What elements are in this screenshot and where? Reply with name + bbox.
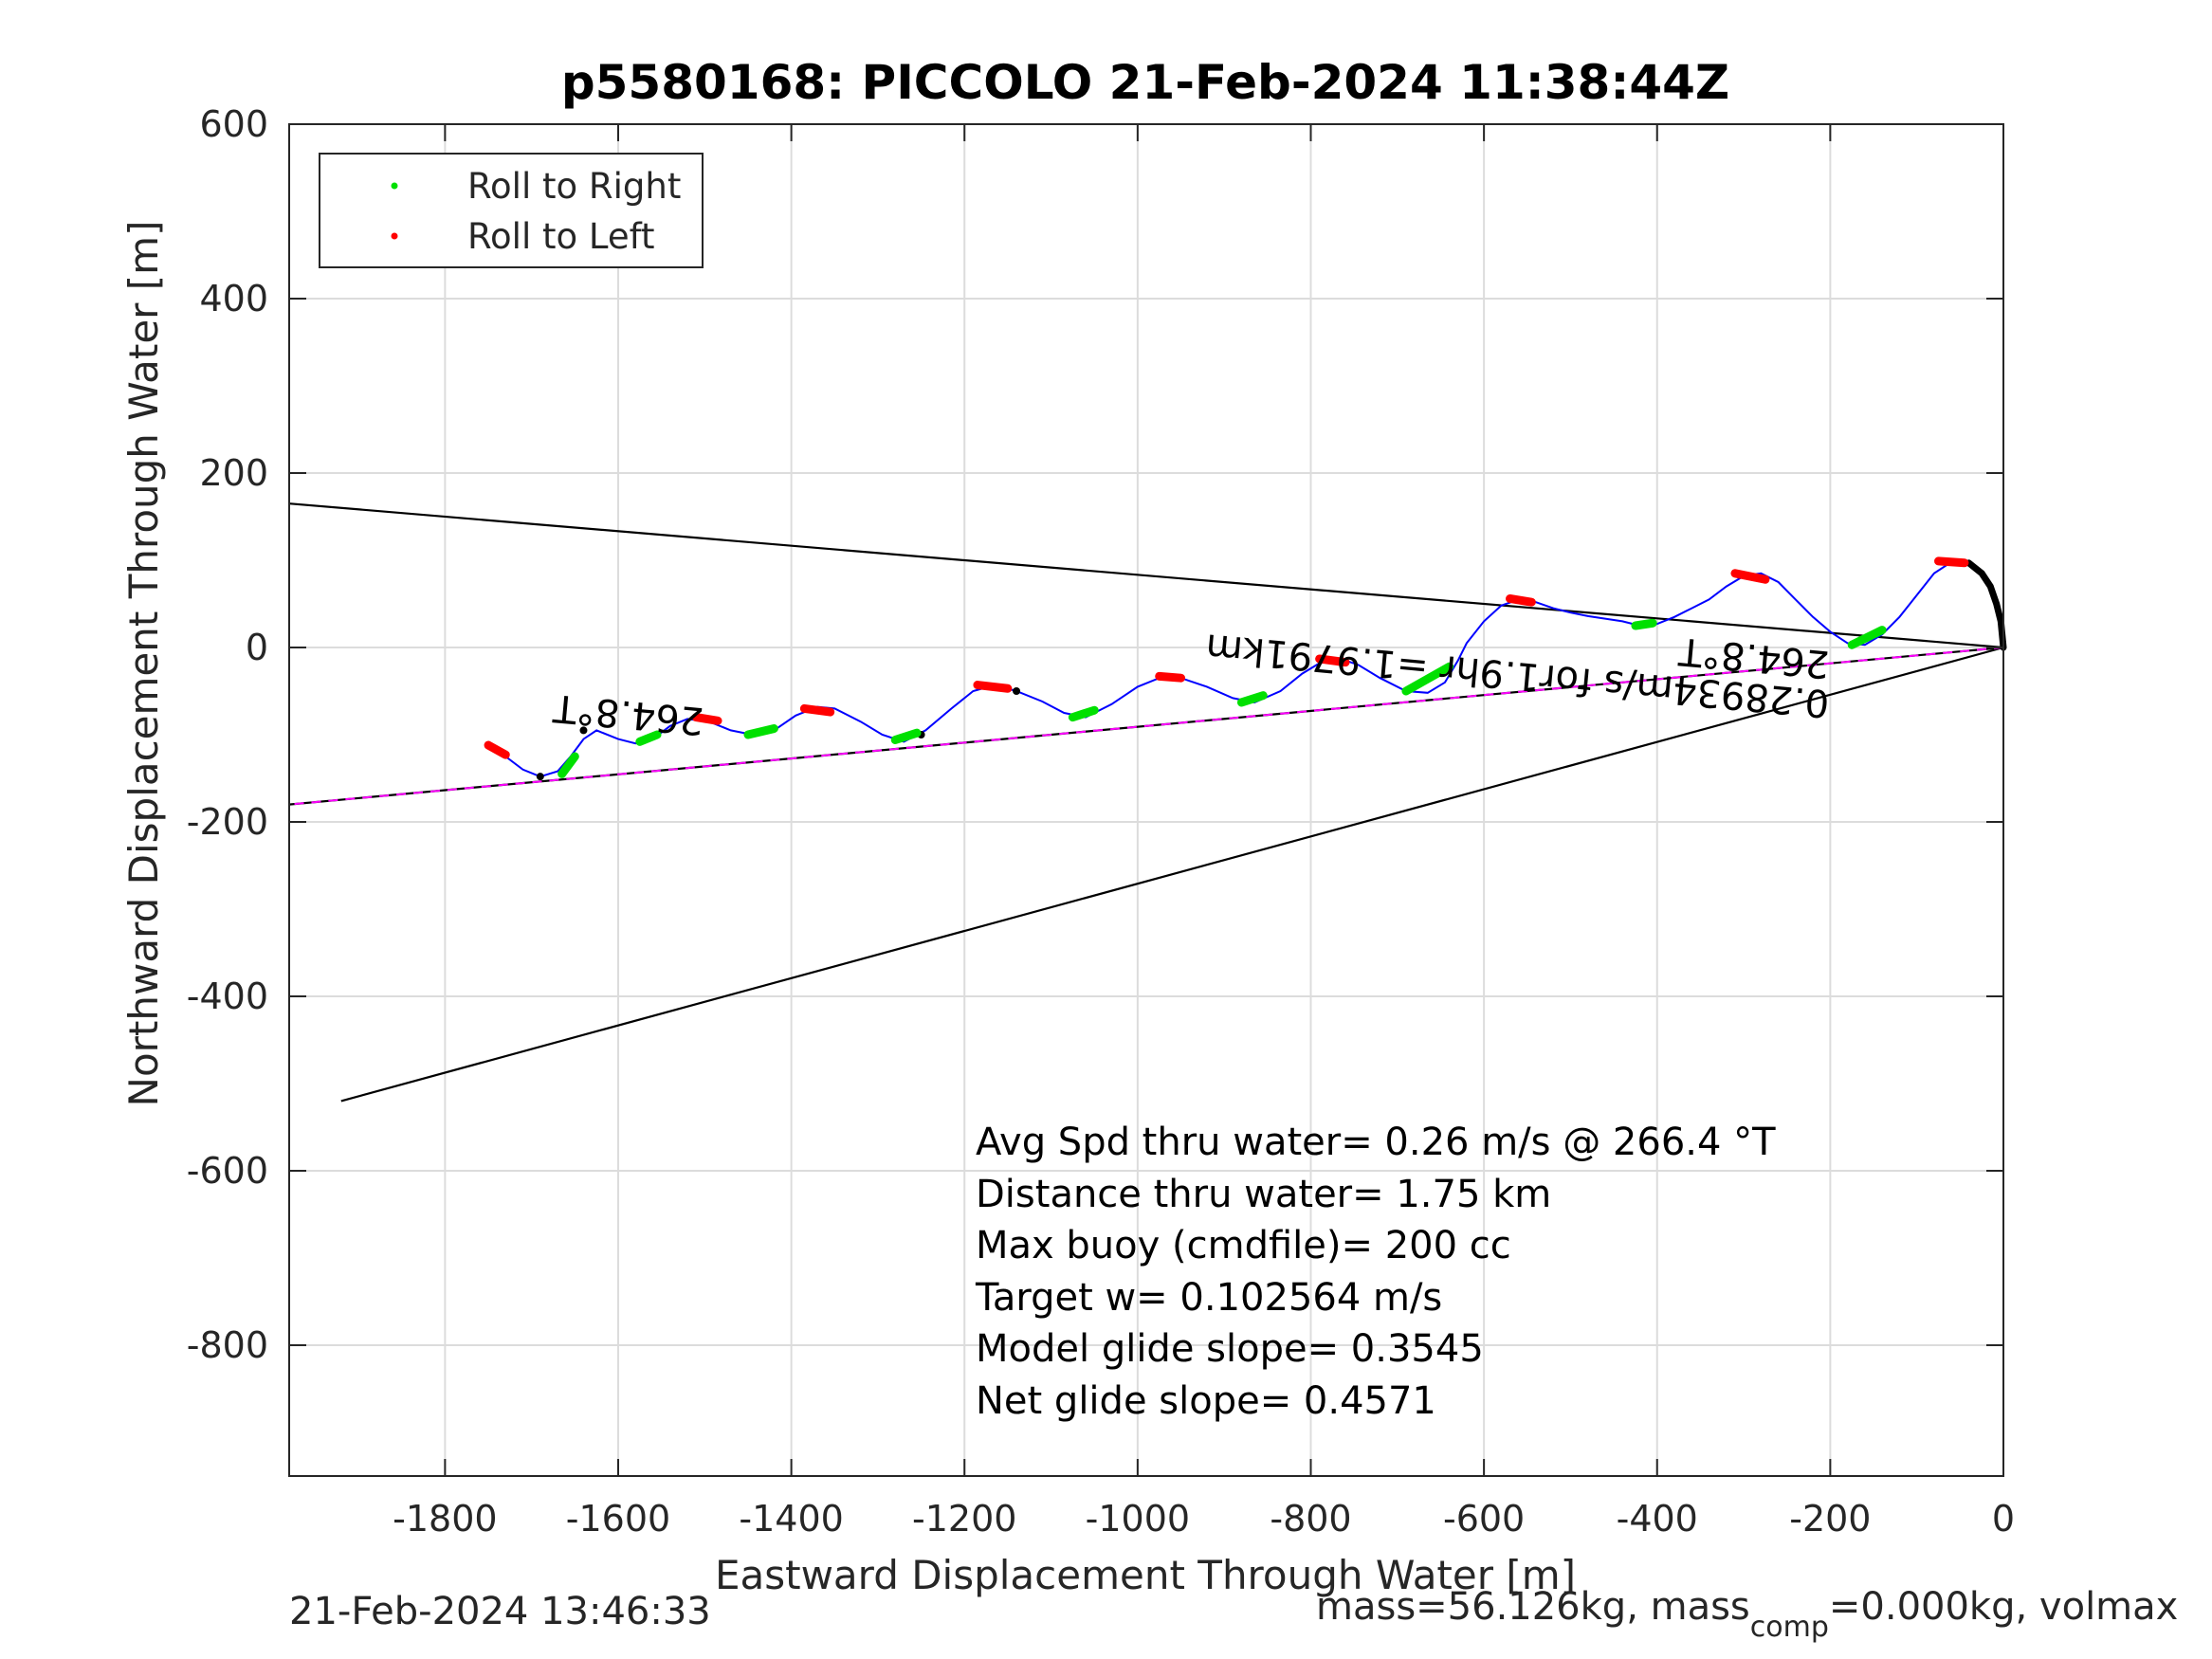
roll-right-marker <box>558 752 579 778</box>
x-tick-label: -200 <box>1789 1498 1871 1540</box>
track-start-segment <box>1965 559 2007 651</box>
roll-left-marker <box>1934 556 1969 568</box>
legend-marker-roll-left <box>391 232 398 240</box>
roll-right-marker <box>1236 691 1268 707</box>
footer-mass-suffix: =0.000kg, volmax <box>1829 1585 2178 1629</box>
track-dot <box>1013 687 1021 695</box>
roll-right-marker <box>1068 705 1099 722</box>
legend-box <box>319 153 704 268</box>
roll-right-marker <box>635 730 662 746</box>
roll-left-marker <box>484 740 510 759</box>
stat-avg-speed: Avg Spd thru water= 0.26 m/s @ 266.4 °T <box>976 1121 1776 1164</box>
roll-right-marker <box>1847 626 1887 649</box>
roll-right-marker <box>1401 662 1454 696</box>
y-tick-label: 200 <box>199 452 268 494</box>
roll-left-marker <box>691 713 722 725</box>
y-tick-label: -400 <box>187 975 268 1017</box>
roll-left-marker <box>1315 654 1350 667</box>
y-tick-label: -600 <box>187 1150 268 1192</box>
roll-left-marker <box>1155 671 1186 683</box>
heading-line <box>288 502 2004 649</box>
x-tick-label: -1200 <box>912 1498 1016 1540</box>
legend: Roll to Right Roll to Left <box>319 153 704 268</box>
heading-line <box>340 646 2004 1103</box>
roll-left-marker <box>1506 593 1536 607</box>
stat-target-w: Target w= 0.102564 m/s <box>975 1276 1442 1320</box>
roll-left-marker <box>799 703 835 717</box>
footer-mass: mass=56.126kg, masscomp=0.000kg, volmax <box>1316 1585 2178 1644</box>
heading-lines <box>288 502 2004 1103</box>
track-dot <box>536 773 544 781</box>
track-dot <box>579 726 588 735</box>
x-tick-label: -800 <box>1270 1498 1351 1540</box>
roll-right-marker <box>743 724 778 739</box>
legend-marker-roll-right <box>391 182 398 190</box>
legend-label-roll-left: Roll to Left <box>467 216 655 257</box>
stat-distance: Distance thru water= 1.75 km <box>976 1173 1551 1216</box>
roll-markers <box>484 556 1969 778</box>
y-axis-label: Northward Displacement Through Water [m] <box>120 221 167 1107</box>
stat-max-buoy: Max buoy (cmdfile)= 200 cc <box>976 1224 1511 1267</box>
stats-block: Avg Spd thru water= 0.26 m/s @ 266.4 °T … <box>975 1121 1776 1423</box>
footer-timestamp: 21-Feb-2024 13:46:33 <box>289 1590 711 1633</box>
y-tick-label: 400 <box>199 278 268 319</box>
x-axis-label: Eastward Displacement Through Water [m] <box>715 1552 1576 1598</box>
heading-line <box>288 647 2004 806</box>
tick-labels: -1800 -1600 -1400 -1200 -1000 -800 -600 -400 -20… <box>187 103 2015 1540</box>
legend-label-roll-right: Roll to Right <box>467 166 681 207</box>
roll-left-marker <box>1730 569 1770 584</box>
x-tick-label: 0 <box>1992 1498 2015 1540</box>
axes-box <box>288 123 2004 1477</box>
footer-mass-prefix: mass=56.126kg, mass <box>1316 1585 1750 1629</box>
x-tick-label: -1400 <box>739 1498 843 1540</box>
footer-mass-sub: comp <box>1750 1611 1829 1644</box>
chart-title: p5580168: PICCOLO 21-Feb-2024 11:38:44Z <box>561 55 1729 110</box>
roll-left-marker <box>973 681 1013 693</box>
x-tick-label: -1000 <box>1086 1498 1190 1540</box>
roll-right-marker <box>1631 618 1657 630</box>
y-tick-label: 0 <box>246 627 268 668</box>
x-tick-label: -1600 <box>566 1498 670 1540</box>
plot-frame <box>288 123 2004 1477</box>
x-tick-label: -1800 <box>393 1498 497 1540</box>
stat-net-glide-slope: Net glide slope= 0.4571 <box>976 1379 1436 1423</box>
y-tick-label: 600 <box>199 103 268 145</box>
y-tick-label: -200 <box>187 801 268 843</box>
y-tick-label: -800 <box>187 1324 268 1366</box>
x-tick-label: -400 <box>1617 1498 1698 1540</box>
x-tick-label: -600 <box>1443 1498 1525 1540</box>
stat-model-glide-slope: Model glide slope= 0.3545 <box>976 1327 1484 1371</box>
roll-right-marker <box>890 728 922 745</box>
